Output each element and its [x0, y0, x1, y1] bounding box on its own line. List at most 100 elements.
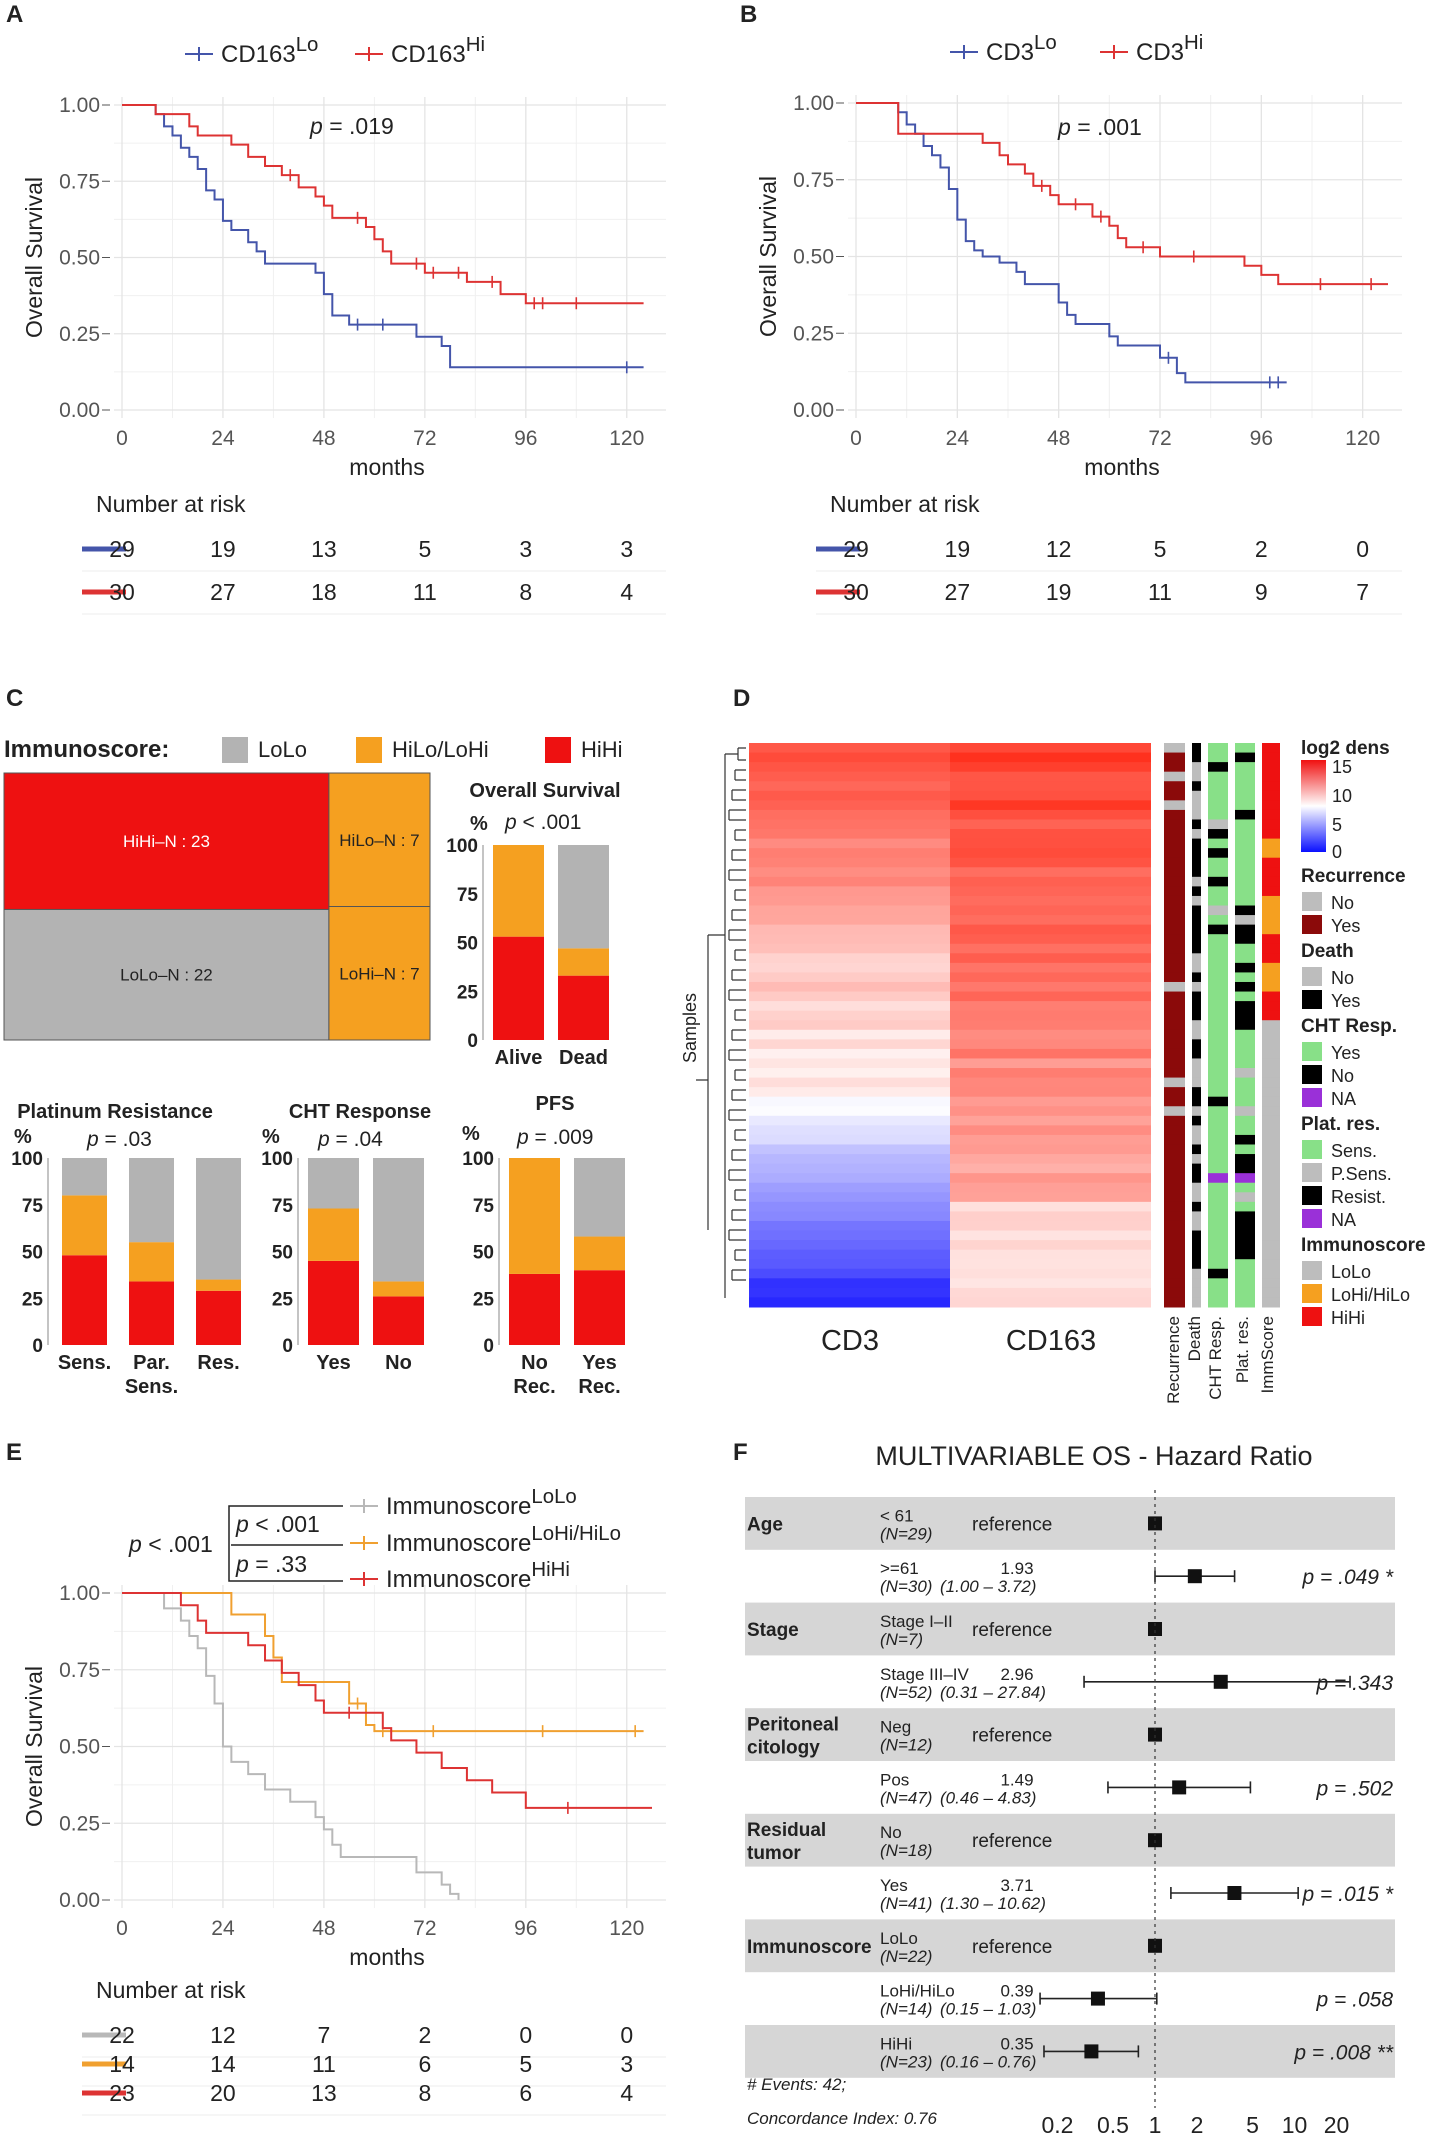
annotation-recurrence [1164, 895, 1185, 907]
x-tick-label: 72 [413, 427, 436, 450]
km-panel-B: 0 24 48 72 96 1200.000.250.500.751.00Overall … [755, 32, 1402, 615]
heatmap-cell-cd3 [749, 1154, 950, 1165]
annotation-death [1192, 1029, 1201, 1040]
forest-ci-value: (0.15 – 1.03) [940, 2000, 1036, 2019]
forest-level-label: Stage III–IV [880, 1665, 969, 1684]
forest-level-label: Yes [880, 1876, 908, 1895]
heatmap-cell-cd163 [950, 819, 1151, 830]
annotation-immscore [1262, 943, 1280, 954]
risk-count: 29 [843, 536, 869, 562]
annotation-recurrence [1164, 972, 1185, 983]
annotation-recurrence [1164, 781, 1185, 792]
annotation-plat-res [1235, 819, 1255, 830]
annotation-death [1192, 1163, 1201, 1174]
annotation-cht-resp [1208, 1020, 1228, 1031]
annotation-recurrence [1164, 771, 1185, 782]
annotation-recurrence [1164, 1125, 1185, 1136]
annotation-recurrence [1164, 1001, 1185, 1012]
annotation-immscore [1262, 1048, 1280, 1059]
annotation-cht-resp [1208, 838, 1228, 849]
heatmap-cell-cd163 [950, 1134, 1151, 1145]
risk-count: 27 [210, 579, 236, 605]
risk-count: 11 [1148, 579, 1172, 605]
annotation-death [1192, 1268, 1201, 1279]
y-tick-label: 0.75 [59, 170, 100, 193]
annotation-column-label: Plat. res. [1233, 1316, 1252, 1383]
annotation-recurrence [1164, 876, 1185, 887]
risk-count: 5 [519, 2051, 532, 2077]
annotation-immscore [1262, 781, 1280, 792]
y-tick-label: 1.00 [793, 92, 834, 115]
column-label: CD3 [821, 1325, 879, 1357]
forest-footer-concordance: Concordance Index: 0.76 [747, 2109, 938, 2128]
forest-reference-label: reference [972, 1831, 1052, 1852]
legend-item-label: No [1331, 1066, 1354, 1086]
heatmap-cell-cd163 [950, 762, 1151, 773]
risk-count: 0 [519, 2022, 532, 2048]
legend-item-label: Yes [1331, 916, 1360, 936]
column-label: CD163 [1006, 1325, 1096, 1357]
y-tick-label: 50 [22, 1243, 43, 1264]
forest-n-label: (N=47) [880, 1788, 932, 1807]
row-axis-label: Samples [680, 993, 700, 1063]
annotation-death [1192, 1249, 1201, 1260]
heatmap-cell-cd3 [749, 915, 950, 926]
annotation-plat-res [1235, 1173, 1255, 1184]
risk-count: 20 [210, 2080, 236, 2106]
heatmap-cell-cd163 [950, 1297, 1151, 1308]
risk-count: 4 [620, 2080, 633, 2106]
annotation-cht-resp [1208, 790, 1228, 801]
annotation-immscore [1262, 1173, 1280, 1184]
heatmap-cell-cd3 [749, 1144, 950, 1155]
annotation-death [1192, 1297, 1201, 1308]
annotation-recurrence [1164, 857, 1185, 868]
heatmap-cell-cd163 [950, 1287, 1151, 1298]
annotation-death [1192, 1134, 1201, 1145]
annotation-death [1192, 1201, 1201, 1212]
annotation-plat-res [1235, 924, 1255, 935]
annotation-plat-res [1235, 1182, 1255, 1193]
annotation-cht-resp [1208, 1201, 1228, 1212]
risk-count: 7 [318, 2022, 331, 2048]
risk-count: 11 [413, 579, 437, 605]
forest-hr-marker [1187, 1569, 1202, 1584]
panel-c: Immunoscore: LoLo HiLo/LoHi HiHi HiHi–N : 23… [3, 736, 625, 1398]
annotation-immscore [1262, 1068, 1280, 1079]
x-tick-label: 24 [946, 427, 970, 450]
risk-count: 7 [1356, 579, 1369, 605]
km-curve-cd3-lo [856, 102, 1287, 384]
annotation-death [1192, 848, 1201, 859]
annotation-plat-res [1235, 781, 1255, 792]
y-tick-label: 0 [467, 1031, 478, 1052]
annotation-death [1192, 924, 1201, 935]
bar-segment-hilolohi [373, 1281, 424, 1297]
legend-swatch [1302, 1261, 1322, 1280]
risk-count: 4 [620, 579, 633, 605]
bar-segment-lolo [558, 845, 609, 949]
annotation-plat-res [1235, 1287, 1255, 1298]
annotation-cht-resp [1208, 905, 1228, 916]
x-axis-title: months [349, 1944, 424, 1970]
forest-hr-marker [1148, 1727, 1162, 1742]
y-tick-label: 100 [261, 1149, 293, 1170]
p-value: p = .03 [86, 1128, 152, 1151]
risk-count: 6 [418, 2051, 431, 2077]
annotation-plat-res [1235, 743, 1255, 754]
annotation-plat-res [1235, 1211, 1255, 1222]
legend-color-bar [1301, 760, 1326, 852]
annotation-plat-res [1235, 962, 1255, 973]
legend-scale-tick: 5 [1332, 815, 1342, 835]
annotation-recurrence [1164, 1068, 1185, 1079]
risk-count: 13 [311, 2080, 337, 2106]
bar-segment-hilolohi [558, 948, 609, 976]
annotation-cht-resp [1208, 1077, 1228, 1088]
annotation-plat-res [1235, 1077, 1255, 1088]
heatmap-cell-cd163 [950, 981, 1151, 993]
heatmap-cell-cd3 [749, 943, 950, 954]
forest-row-band [745, 1919, 1395, 1973]
annotation-immscore [1262, 1020, 1280, 1031]
category-label: No [521, 1352, 548, 1374]
heatmap-cell-cd163 [950, 934, 1151, 945]
